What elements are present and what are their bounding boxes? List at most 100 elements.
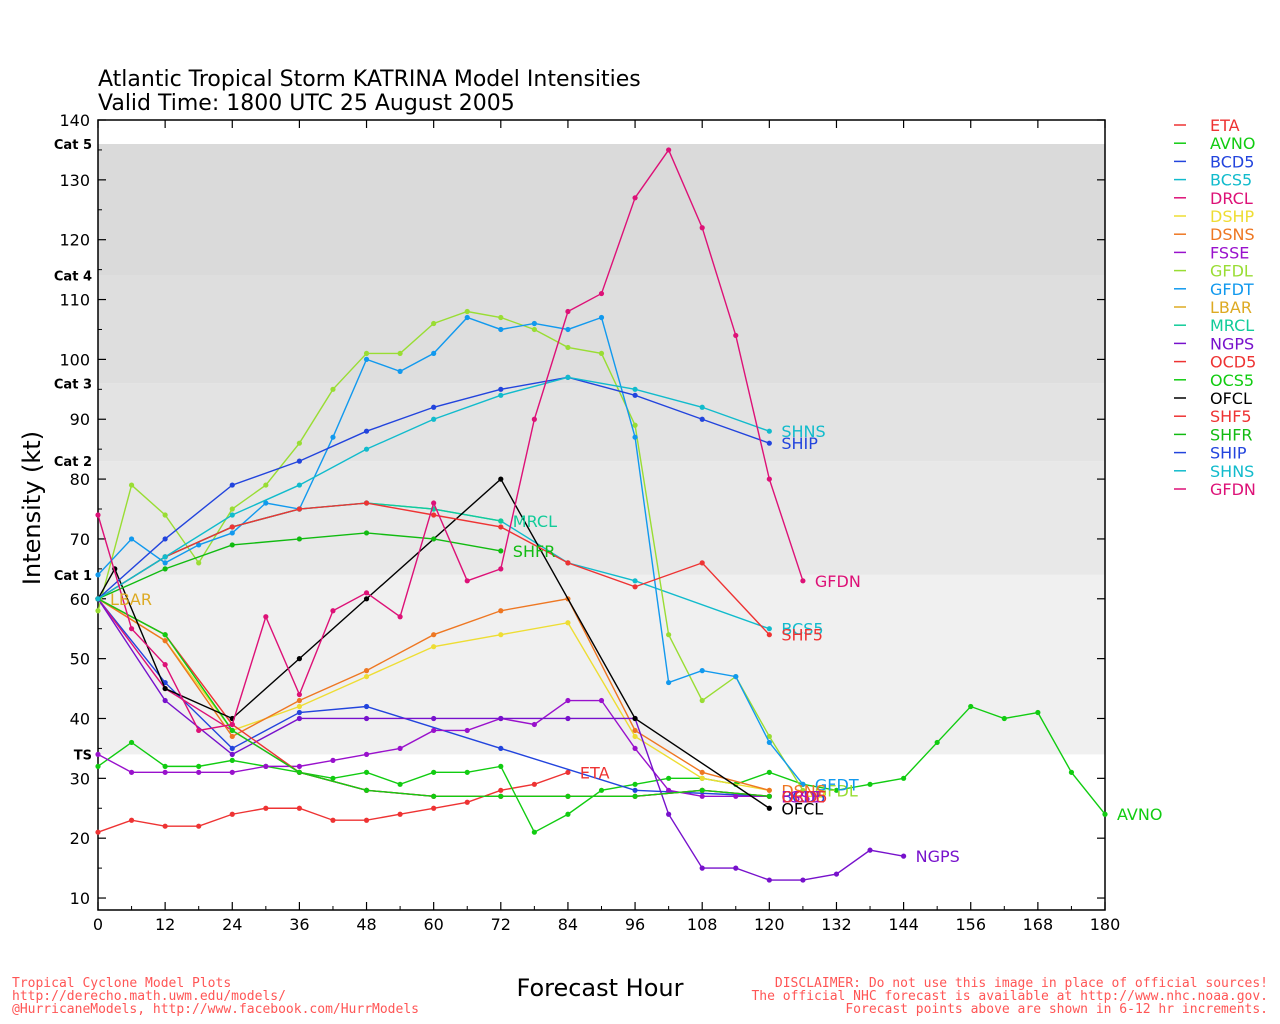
y-tick-label: 100 <box>59 350 90 369</box>
y-tick-label: 110 <box>59 291 90 310</box>
y-tick-label: 130 <box>59 171 90 190</box>
data-point-bcd5 <box>363 703 370 710</box>
data-point-shf5 <box>699 560 705 566</box>
data-point-gfdl <box>229 506 235 512</box>
data-point-gfdt <box>565 326 571 333</box>
data-point-eta <box>363 817 370 823</box>
data-point-ocs5 <box>699 787 705 793</box>
data-point-gfdt <box>363 356 370 362</box>
data-point-shfr <box>431 536 437 542</box>
category-label-cat-1: Cat 1 <box>54 569 92 584</box>
category-label-cat-3: Cat 3 <box>54 377 92 392</box>
data-point-gfdt <box>632 434 638 440</box>
data-point-ship <box>431 404 437 410</box>
data-point-gfdt <box>733 673 739 680</box>
data-point-fsse <box>397 745 403 752</box>
data-point-avno <box>196 763 202 769</box>
data-point-gfdn <box>464 578 470 584</box>
data-point-avno <box>867 781 873 787</box>
data-point-gfdl <box>263 482 269 488</box>
data-point-shns <box>431 416 437 422</box>
data-point-gfdt <box>397 368 403 374</box>
x-tick-label: 24 <box>222 915 242 934</box>
end-label-shns: SHNS <box>781 422 825 441</box>
data-point-ofcl <box>766 805 772 811</box>
end-label-gfdn: GFDN <box>815 572 861 591</box>
data-point-bcs5 <box>632 578 638 584</box>
data-point-ngps <box>296 715 302 722</box>
data-point-shns <box>632 386 638 392</box>
x-tick-label: 132 <box>821 915 852 934</box>
data-point-shfr <box>162 566 168 572</box>
data-point-gfdn <box>330 608 336 614</box>
series-fsse <box>95 697 772 799</box>
data-point-gfdl <box>666 632 672 638</box>
data-point-gfdl <box>632 422 638 428</box>
data-point-shfr <box>498 548 504 554</box>
data-point-gfdl <box>766 733 772 740</box>
data-point-ofcl <box>296 656 302 662</box>
data-point-bcd5 <box>632 787 638 793</box>
data-point-shfr <box>229 542 235 548</box>
data-point-eta <box>263 805 269 811</box>
series-dsns <box>95 596 772 793</box>
data-point-avno <box>968 703 974 710</box>
data-point-shf5 <box>363 500 370 506</box>
y-tick-label: 80 <box>70 470 90 489</box>
x-tick-label: 84 <box>558 915 578 934</box>
legend-label-ngps: NGPS <box>1210 334 1254 353</box>
data-point-eta <box>296 805 302 811</box>
footer-right-line-1: DISCLAIMER: Do not use this image in pla… <box>775 976 1268 991</box>
data-point-gfdl <box>800 787 806 793</box>
y-tick-label: 50 <box>70 650 90 669</box>
data-point-avno <box>431 769 437 775</box>
end-label-avno: AVNO <box>1117 805 1162 824</box>
end-label-shfr: SHFR <box>513 542 556 561</box>
data-point-gfdt <box>766 739 772 746</box>
data-point-ngps <box>498 715 504 722</box>
end-label-ship: SHIP <box>781 434 818 453</box>
data-point-gfdl <box>296 440 302 446</box>
y-tick-label: 10 <box>70 889 90 908</box>
data-point-gfdn <box>363 590 370 596</box>
legend-label-lbar: LBAR <box>1210 298 1252 317</box>
x-tick-label: 48 <box>356 915 376 934</box>
data-point-dshp <box>363 673 370 680</box>
x-tick-label: 168 <box>1023 915 1054 934</box>
band-cat-4 <box>98 143 1105 276</box>
data-point-gfdn <box>196 727 202 734</box>
data-point-eta <box>196 823 202 829</box>
data-point-eta <box>565 769 571 775</box>
y-tick-label: 140 <box>59 111 90 130</box>
data-point-ngps <box>666 811 672 817</box>
data-point-ship <box>363 428 370 434</box>
series-shfr <box>95 530 504 602</box>
data-point-dshp <box>632 733 638 740</box>
data-point-avno <box>95 763 101 769</box>
data-point-gfdt <box>531 320 537 327</box>
series-line-gfdl <box>97 310 804 791</box>
data-point-ship <box>699 416 705 422</box>
data-point-gfdt <box>598 314 605 321</box>
end-label-fsse: FSSE <box>781 787 820 806</box>
chart-subtitle: Valid Time: 1800 UTC 25 August 2005 <box>98 91 515 116</box>
data-point-avno <box>666 775 672 781</box>
data-point-dshp <box>431 644 437 650</box>
category-labels: TS Cat 1 Cat 2 Cat 3 Cat 4 Cat 5 <box>54 138 92 763</box>
data-point-avno <box>229 757 235 763</box>
data-point-ngps <box>901 853 907 859</box>
data-point-shf5 <box>565 560 571 566</box>
data-point-eta <box>464 799 470 805</box>
data-point-dsns <box>699 769 705 775</box>
data-point-dsns <box>229 733 235 740</box>
x-tick-label: 120 <box>754 915 785 934</box>
data-point-avno <box>632 781 638 787</box>
data-point-gfdn <box>229 721 235 728</box>
data-point-ngps <box>733 865 739 871</box>
data-point-gfdl <box>128 482 135 488</box>
data-point-fsse <box>95 751 101 757</box>
data-point-shf5 <box>296 506 302 512</box>
data-point-ocs5 <box>162 632 168 638</box>
data-point-gfdn <box>598 290 605 297</box>
data-point-avno <box>1035 709 1041 716</box>
